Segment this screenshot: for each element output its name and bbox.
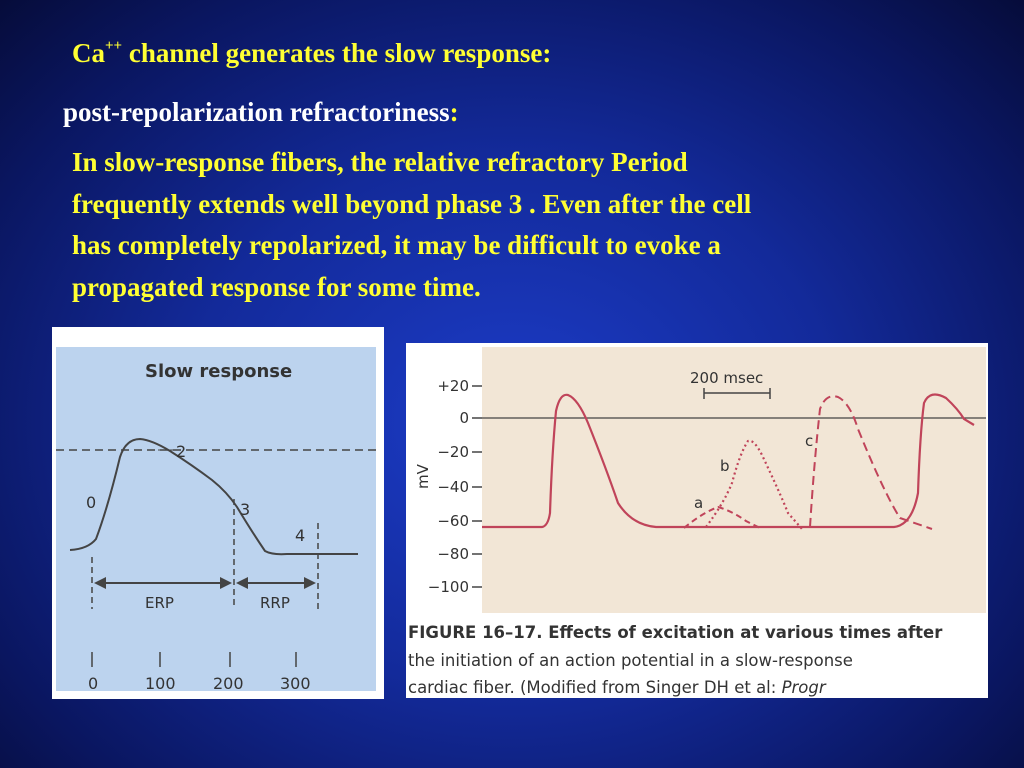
y-tick-label: −100 bbox=[428, 578, 469, 596]
action-potential-curve bbox=[69, 437, 358, 556]
time-tick-label: 300 bbox=[280, 674, 311, 693]
heading-rest: channel generates the slow response: bbox=[122, 38, 552, 68]
y-tick-label: −40 bbox=[437, 478, 469, 496]
paragraph-line: propagated response for some time. bbox=[72, 271, 481, 302]
subheading-colon: : bbox=[449, 97, 459, 127]
excitation-effects-diagram: 200 msec +20 0 −20 −40 −60 −80 −100 mV bbox=[414, 347, 986, 613]
curve-label-c: c bbox=[805, 432, 813, 450]
caption-first-line: Effects of excitation at various times a… bbox=[542, 623, 943, 642]
time-tick-label: 100 bbox=[145, 674, 176, 693]
rrp-label: RRP bbox=[260, 594, 290, 612]
caption-line: cardiac fiber. (Modified from Singer DH … bbox=[408, 674, 986, 702]
scale-bar-label: 200 msec bbox=[690, 369, 763, 387]
y-tick-label: 0 bbox=[459, 409, 469, 427]
figure-caption: FIGURE 16–17. Effects of excitation at v… bbox=[408, 619, 986, 702]
y-tick-label: −80 bbox=[437, 545, 469, 563]
time-tick-label: 200 bbox=[213, 674, 244, 693]
phase-label-0: 0 bbox=[86, 493, 96, 512]
response-curve-c bbox=[809, 395, 933, 530]
paragraph-line: has completely repolarized, it may be di… bbox=[72, 230, 721, 260]
slow-response-figure: Slow response 0 2 3 4 ERP RRP 0 100 200 … bbox=[52, 327, 384, 699]
caption-line-text: cardiac fiber. (Modified from Singer DH … bbox=[408, 678, 782, 697]
caption-line: FIGURE 16–17. Effects of excitation at v… bbox=[408, 619, 986, 647]
erp-label: ERP bbox=[145, 594, 174, 612]
curve-label-a: a bbox=[694, 494, 703, 512]
slide-heading: Ca++ channel generates the slow response… bbox=[72, 38, 551, 69]
y-axis: +20 0 −20 −40 −60 −80 −100 bbox=[428, 377, 482, 596]
y-axis-label: mV bbox=[414, 463, 432, 489]
caption-italic-text: Progr bbox=[781, 678, 826, 697]
caption-line: the initiation of an action potential in… bbox=[408, 650, 853, 670]
paragraph-line: frequently extends well beyond phase 3 .… bbox=[72, 188, 752, 219]
response-curve-b bbox=[705, 439, 803, 530]
erp-arrow-right-head bbox=[220, 577, 232, 589]
phase-label-2: 2 bbox=[176, 442, 186, 461]
rrp-arrow-right-head bbox=[304, 577, 316, 589]
heading-superscript: ++ bbox=[105, 38, 123, 54]
y-tick-label: −20 bbox=[437, 443, 469, 461]
y-tick-label: −60 bbox=[437, 512, 469, 530]
heading-prefix: Ca bbox=[72, 38, 105, 68]
slide-subheading: post-repolarization refractoriness: bbox=[63, 97, 459, 128]
caption-figure-number: FIGURE 16–17. bbox=[408, 623, 543, 642]
figure-background bbox=[56, 347, 376, 691]
response-curve-a bbox=[683, 505, 763, 530]
action-potential-curve bbox=[482, 393, 975, 529]
phase-label-4: 4 bbox=[295, 526, 305, 545]
rrp-arrow-left-head bbox=[236, 577, 248, 589]
figure-title: Slow response bbox=[145, 361, 292, 382]
slow-response-diagram: Slow response 0 2 3 4 ERP RRP 0 100 200 … bbox=[56, 347, 376, 693]
subheading-text: post-repolarization refractoriness bbox=[63, 97, 450, 127]
curve-label-b: b bbox=[720, 457, 730, 475]
paragraph-line: In slow-response fibers, the relative re… bbox=[72, 147, 688, 177]
erp-arrow-left-head bbox=[94, 577, 106, 589]
plot-background bbox=[482, 347, 986, 613]
phase-label-3: 3 bbox=[240, 500, 250, 519]
y-tick-label: +20 bbox=[437, 377, 469, 395]
slide-paragraph: In slow-response fibers, the relative re… bbox=[72, 142, 972, 308]
excitation-effects-figure: 200 msec +20 0 −20 −40 −60 −80 −100 mV bbox=[406, 343, 988, 698]
time-tick-label: 0 bbox=[88, 674, 98, 693]
